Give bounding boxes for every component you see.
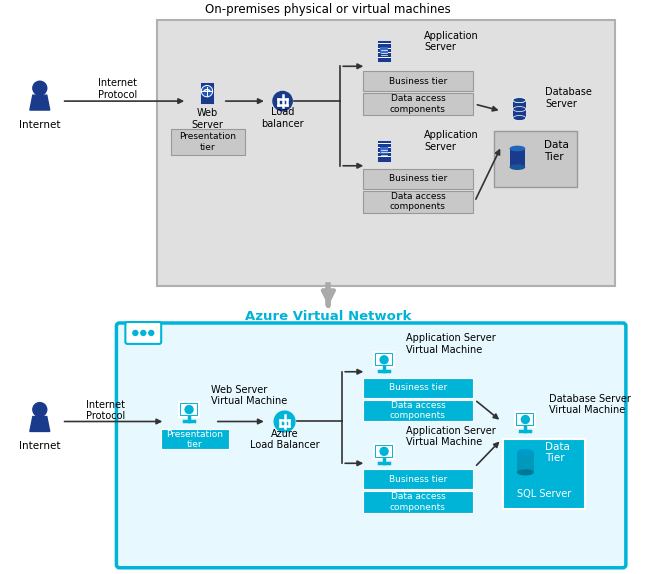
FancyBboxPatch shape: [117, 323, 626, 568]
Polygon shape: [30, 95, 50, 110]
Circle shape: [274, 411, 295, 432]
Text: Internet
Protocol: Internet Protocol: [86, 400, 125, 421]
Text: Internet: Internet: [19, 120, 61, 130]
Bar: [377, 140, 391, 162]
Ellipse shape: [509, 164, 526, 170]
Bar: [363, 400, 473, 421]
Circle shape: [149, 331, 154, 335]
Bar: [518, 414, 533, 425]
Bar: [517, 452, 534, 472]
FancyBboxPatch shape: [125, 322, 161, 344]
Bar: [179, 402, 199, 417]
Ellipse shape: [517, 449, 534, 455]
Text: Internet
Protocol: Internet Protocol: [98, 79, 137, 100]
Text: On-premises physical or virtual machines: On-premises physical or virtual machines: [205, 3, 451, 16]
Circle shape: [141, 331, 146, 335]
Text: Presentation
tier: Presentation tier: [166, 430, 224, 449]
Bar: [363, 378, 473, 398]
Ellipse shape: [517, 470, 534, 475]
Text: Business tier: Business tier: [389, 475, 447, 484]
Bar: [363, 169, 473, 189]
Bar: [377, 40, 391, 63]
Bar: [363, 470, 473, 489]
Polygon shape: [30, 417, 50, 432]
Circle shape: [185, 406, 193, 413]
Bar: [376, 354, 392, 365]
Text: Load
balancer: Load balancer: [261, 107, 304, 129]
Text: Application Server
Virtual Machine: Application Server Virtual Machine: [406, 333, 496, 355]
Bar: [374, 444, 394, 459]
Bar: [509, 149, 526, 167]
Bar: [157, 20, 615, 286]
Text: Data access
components: Data access components: [390, 94, 446, 114]
Text: Business tier: Business tier: [389, 383, 447, 392]
Text: Web Server
Virtual Machine: Web Server Virtual Machine: [211, 385, 287, 406]
Bar: [494, 131, 577, 187]
Bar: [363, 93, 473, 115]
Text: Internet: Internet: [19, 441, 61, 451]
Circle shape: [201, 86, 213, 96]
Text: Azure Virtual Network: Azure Virtual Network: [245, 309, 411, 323]
Text: Database Server
Virtual Machine: Database Server Virtual Machine: [549, 394, 631, 416]
Text: Data
Tier: Data Tier: [544, 140, 569, 162]
Circle shape: [380, 447, 388, 455]
Bar: [181, 404, 197, 415]
Ellipse shape: [513, 98, 526, 103]
Bar: [513, 100, 526, 118]
Circle shape: [33, 402, 47, 417]
Bar: [380, 48, 388, 55]
Bar: [200, 82, 214, 104]
Ellipse shape: [513, 98, 526, 103]
Text: Business tier: Business tier: [389, 77, 447, 86]
Circle shape: [33, 81, 47, 95]
Bar: [363, 491, 473, 513]
Circle shape: [203, 87, 211, 96]
Circle shape: [133, 331, 138, 335]
Circle shape: [522, 416, 529, 424]
Text: Azure
Load Balancer: Azure Load Balancer: [250, 429, 319, 450]
Bar: [363, 71, 473, 91]
Text: Data
Tier: Data Tier: [545, 441, 570, 463]
Text: Data access
components: Data access components: [390, 401, 446, 420]
Bar: [161, 429, 229, 449]
Text: Data access
components: Data access components: [390, 192, 446, 211]
Text: Business tier: Business tier: [389, 174, 447, 183]
Ellipse shape: [509, 146, 526, 152]
Text: Application Server
Virtual Machine: Application Server Virtual Machine: [406, 426, 496, 447]
Text: Data access
components: Data access components: [390, 492, 446, 512]
Text: Database
Server: Database Server: [545, 87, 592, 109]
Text: Application
Server: Application Server: [424, 130, 479, 152]
Circle shape: [273, 91, 292, 111]
Text: Presentation
tier: Presentation tier: [179, 132, 237, 152]
Text: Web
Server: Web Server: [191, 108, 223, 130]
Ellipse shape: [513, 115, 526, 121]
Bar: [171, 129, 244, 155]
Bar: [380, 147, 388, 154]
Bar: [376, 446, 392, 457]
Bar: [374, 352, 394, 367]
Circle shape: [380, 356, 388, 364]
Bar: [503, 440, 585, 509]
Text: SQL Server: SQL Server: [517, 489, 571, 499]
Bar: [363, 191, 473, 212]
Ellipse shape: [513, 107, 526, 111]
Bar: [516, 412, 535, 427]
Text: Application
Server: Application Server: [424, 30, 479, 52]
